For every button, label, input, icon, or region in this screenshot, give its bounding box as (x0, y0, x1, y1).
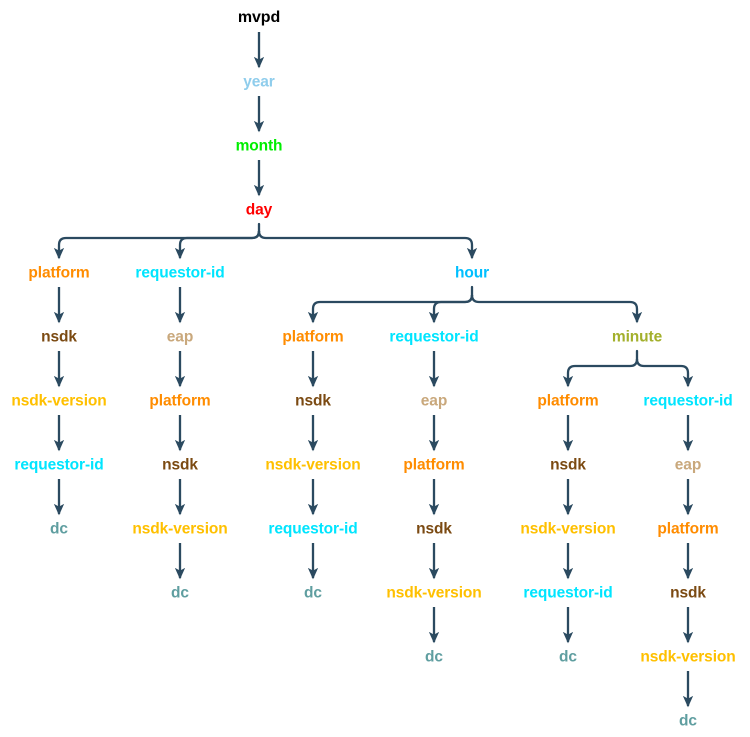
node-platform: platform (657, 520, 719, 538)
node-nsdk: nsdk (295, 392, 331, 410)
node-platform: platform (537, 392, 599, 410)
node-eap: eap (166, 328, 194, 346)
node-eap: eap (674, 456, 702, 474)
node-platform: platform (149, 392, 211, 410)
node-dc: dc (171, 584, 189, 602)
node-platform: platform (282, 328, 344, 346)
node-platform: platform (28, 264, 90, 282)
node-requestor-id: requestor-id (389, 328, 479, 346)
edge-h1-to-c1 (307, 294, 474, 324)
node-month: month (235, 137, 283, 155)
node-requestor-id: requestor-id (643, 392, 733, 410)
edge-m1-to-e1 (562, 358, 639, 388)
edge-h1-to-m1 (470, 294, 643, 324)
node-minute: minute (611, 328, 663, 346)
node-day: day (245, 201, 273, 219)
node-dc: dc (679, 712, 697, 730)
node-dc: dc (559, 648, 577, 666)
node-nsdk: nsdk (416, 520, 452, 538)
node-nsdk-version: nsdk-version (386, 584, 482, 602)
node-platform: platform (403, 456, 465, 474)
node-hour: hour (454, 264, 490, 282)
node-nsdk: nsdk (41, 328, 77, 346)
node-requestor-id: requestor-id (14, 456, 104, 474)
node-nsdk-version: nsdk-version (640, 648, 736, 666)
node-nsdk-version: nsdk-version (11, 392, 107, 410)
node-year: year (243, 73, 275, 91)
edge-n3-to-a1 (53, 230, 261, 260)
edge-n3-to-h1 (257, 230, 478, 260)
node-eap: eap (420, 392, 448, 410)
node-nsdk: nsdk (670, 584, 706, 602)
node-nsdk: nsdk (162, 456, 198, 474)
edge-h1-to-d1 (428, 294, 474, 324)
node-dc: dc (304, 584, 322, 602)
node-dc: dc (425, 648, 443, 666)
node-nsdk: nsdk (550, 456, 586, 474)
node-mvpd: mvpd (237, 9, 281, 26)
node-dc: dc (50, 520, 68, 538)
node-requestor-id: requestor-id (135, 264, 225, 282)
edge-n3-to-b1 (174, 230, 261, 260)
node-nsdk-version: nsdk-version (265, 456, 361, 474)
node-requestor-id: requestor-id (268, 520, 358, 538)
edge-m1-to-f1 (635, 358, 694, 388)
node-nsdk-version: nsdk-version (132, 520, 228, 538)
node-nsdk-version: nsdk-version (520, 520, 616, 538)
node-requestor-id: requestor-id (523, 584, 613, 602)
